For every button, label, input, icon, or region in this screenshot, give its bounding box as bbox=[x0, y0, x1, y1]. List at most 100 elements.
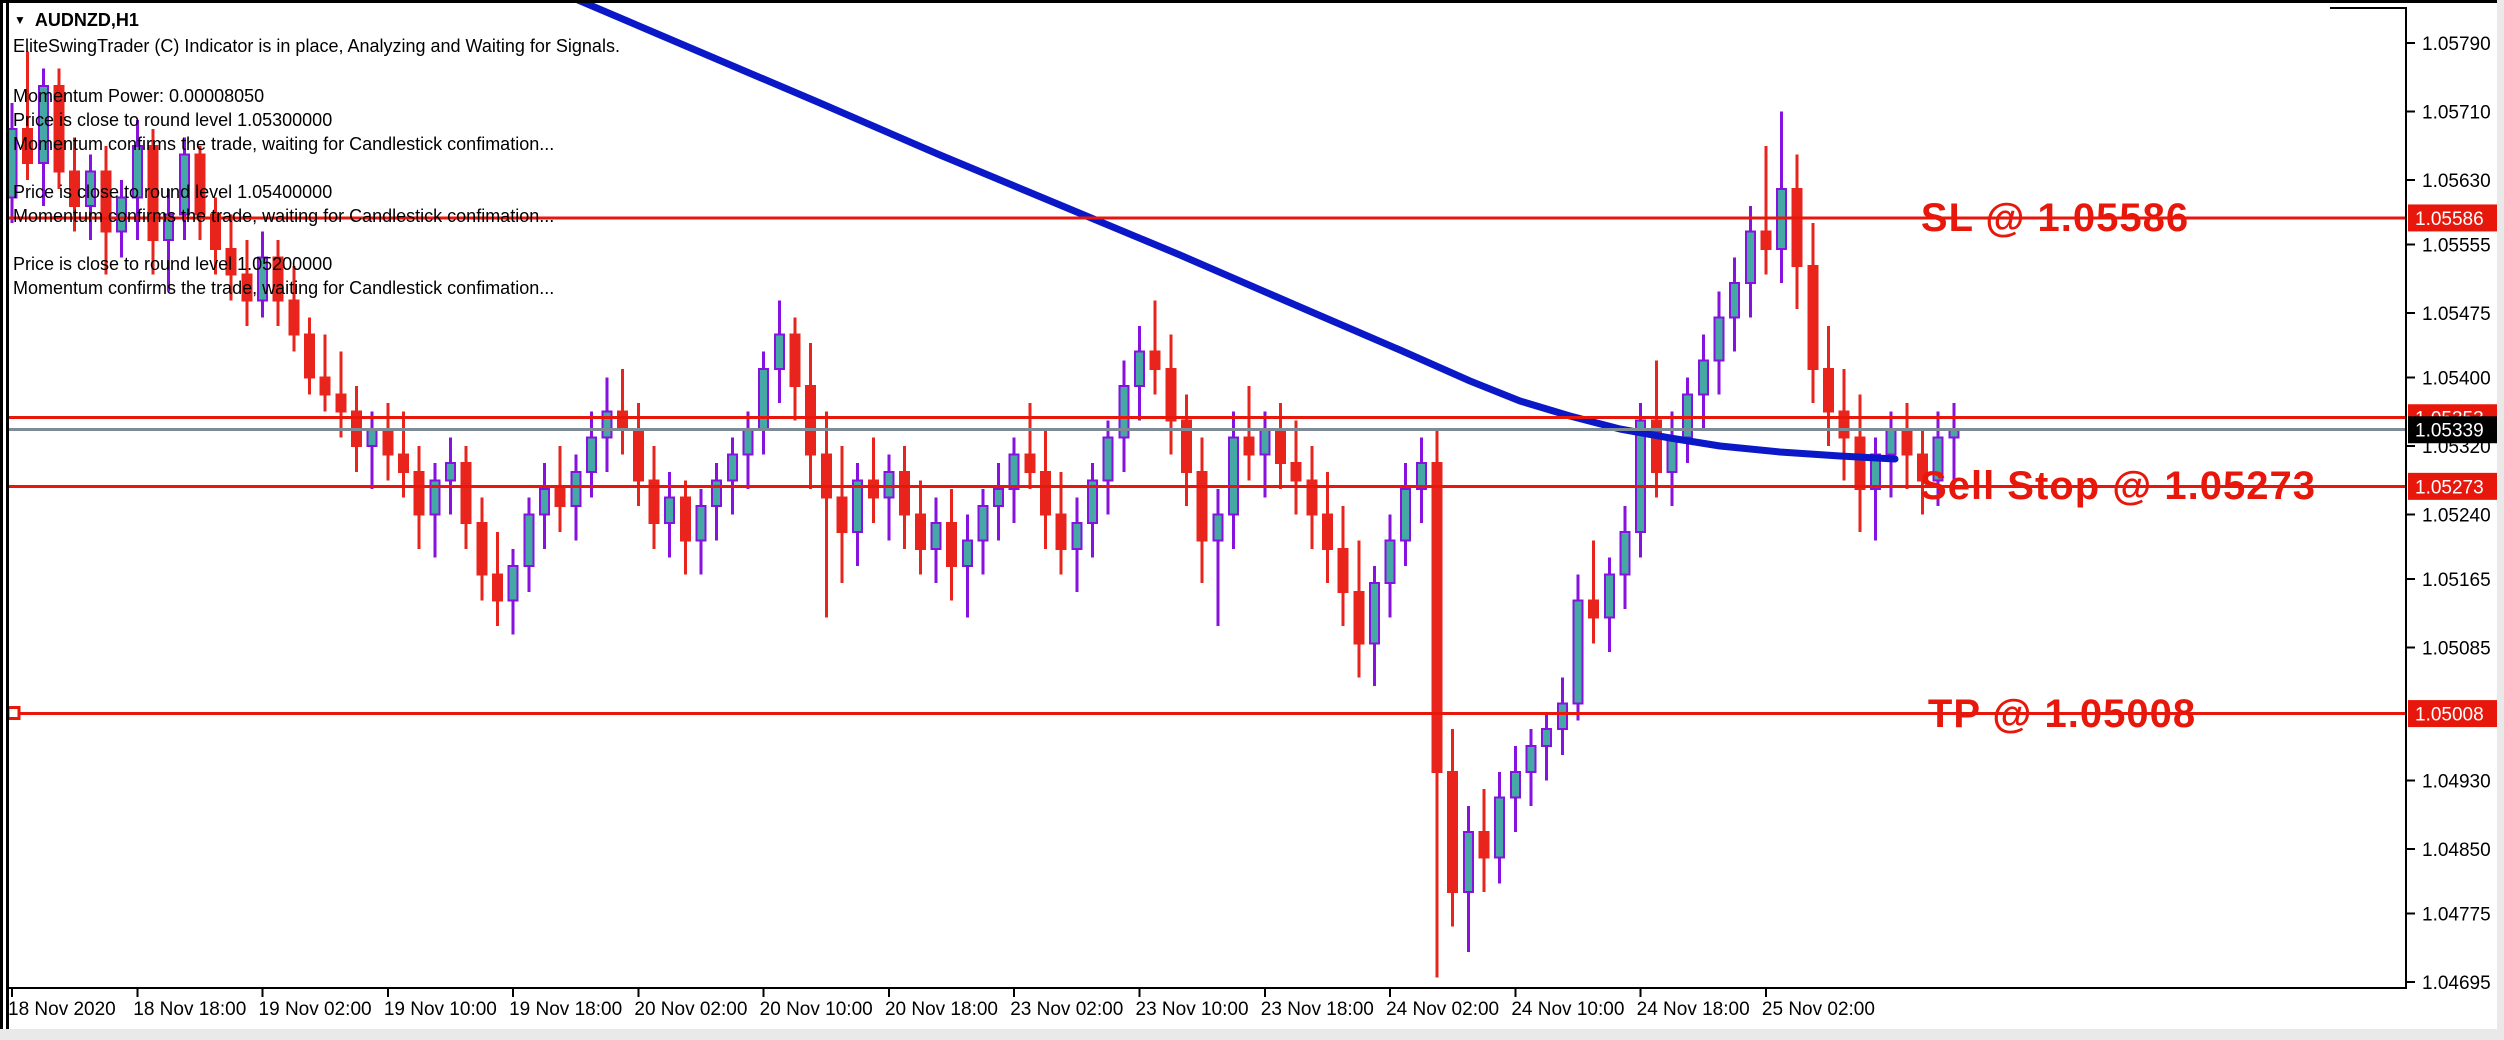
candle-body bbox=[742, 427, 754, 456]
candle-body bbox=[507, 565, 519, 602]
window-bottom-edge bbox=[0, 1029, 2504, 1040]
candle-body bbox=[914, 513, 926, 550]
candle-body bbox=[1901, 427, 1913, 456]
candle-body bbox=[1635, 419, 1647, 533]
price-tick-label: 1.05630 bbox=[2422, 171, 2491, 192]
candle-body bbox=[789, 333, 801, 388]
candle-body bbox=[116, 196, 128, 233]
candle-body bbox=[1087, 479, 1099, 525]
candle-body bbox=[1368, 582, 1380, 645]
time-axis-label: 23 Nov 10:00 bbox=[1136, 999, 1249, 1020]
sl-level-label[interactable]: SL @ 1.05586 bbox=[1920, 196, 2190, 240]
candle-body bbox=[977, 505, 989, 542]
candle-body bbox=[100, 170, 112, 233]
candle-body bbox=[1697, 359, 1709, 396]
price-badge-text: 1.05339 bbox=[2415, 421, 2484, 442]
candle-body bbox=[1400, 487, 1412, 542]
candle-body bbox=[711, 479, 723, 508]
candle-body bbox=[1181, 419, 1192, 473]
candle-body bbox=[163, 213, 175, 242]
candle-body bbox=[726, 453, 738, 482]
candle-body bbox=[194, 153, 206, 216]
candle-body bbox=[993, 487, 1005, 508]
price-tick-label: 1.05790 bbox=[2422, 34, 2491, 55]
candle-body bbox=[867, 479, 879, 499]
candle-body bbox=[1337, 547, 1349, 593]
indicator-message: Momentum confirms the trade, waiting for… bbox=[13, 278, 555, 298]
candle-body bbox=[1149, 350, 1161, 370]
candle-body bbox=[695, 505, 707, 542]
candle-body bbox=[1134, 350, 1146, 388]
indicator-message: Price is close to round level 1.05400000 bbox=[13, 182, 333, 202]
candle-body bbox=[1384, 539, 1396, 585]
candle-body bbox=[491, 573, 503, 602]
candle-body bbox=[288, 299, 300, 336]
candle-body bbox=[1212, 513, 1224, 542]
candle-body bbox=[1917, 453, 1929, 482]
window-left-border bbox=[0, 0, 3, 1040]
candle-body bbox=[1259, 427, 1271, 456]
time-axis-label: 19 Nov 10:00 bbox=[384, 999, 497, 1020]
candle-body bbox=[648, 479, 660, 525]
price-tick-label: 1.05085 bbox=[2422, 639, 2491, 660]
chart-left-border bbox=[6, 0, 9, 1040]
candle-body bbox=[241, 273, 253, 302]
candle-body bbox=[1478, 830, 1490, 859]
time-axis-label: 18 Nov 2020 bbox=[8, 999, 116, 1020]
time-axis-label: 23 Nov 02:00 bbox=[1010, 999, 1123, 1020]
candle-body bbox=[1572, 599, 1584, 705]
candle-body bbox=[1713, 316, 1725, 362]
tp-line-anchor[interactable] bbox=[6, 706, 21, 721]
time-axis-label: 20 Nov 18:00 bbox=[885, 999, 998, 1020]
price-badge-text: 1.05273 bbox=[2415, 477, 2484, 498]
candle-body bbox=[335, 393, 347, 413]
candle-body bbox=[585, 436, 597, 473]
symbol-dropdown-icon[interactable]: ▼ bbox=[14, 13, 26, 27]
price-tick-label: 1.05555 bbox=[2422, 236, 2491, 257]
candle-body bbox=[1588, 599, 1600, 619]
candle-body bbox=[460, 462, 472, 525]
candle-body bbox=[1854, 436, 1866, 490]
candle-body bbox=[413, 470, 425, 516]
candle-body bbox=[178, 153, 190, 216]
candle-body bbox=[53, 84, 65, 173]
candle-body bbox=[1196, 470, 1208, 542]
candle-body bbox=[84, 170, 96, 207]
candle-body bbox=[1807, 264, 1819, 370]
candle-body bbox=[1447, 770, 1459, 893]
candle-body bbox=[1462, 830, 1474, 893]
candle-body bbox=[1353, 590, 1365, 645]
symbol-title-label: AUDNZD,H1 bbox=[34, 10, 139, 30]
candle-body bbox=[1650, 419, 1662, 473]
candle-body bbox=[1290, 462, 1302, 482]
tp-level-label[interactable]: TP @ 1.05008 bbox=[1927, 692, 2197, 736]
candle-body bbox=[820, 453, 832, 499]
time-axis-label: 20 Nov 02:00 bbox=[634, 999, 747, 1020]
candle-body bbox=[570, 470, 582, 508]
candle-body bbox=[883, 470, 895, 499]
sell-stop-level-label[interactable]: Sell Stop @ 1.05273 bbox=[1920, 464, 2316, 508]
price-tick-label: 1.04695 bbox=[2422, 973, 2491, 994]
candle-body bbox=[1885, 427, 1897, 456]
candle-body bbox=[1321, 513, 1333, 550]
candle-body bbox=[257, 256, 269, 302]
candle-body bbox=[1008, 453, 1020, 490]
price-tick-label: 1.04775 bbox=[2422, 904, 2491, 925]
candle-body bbox=[1619, 530, 1631, 576]
candle-body bbox=[22, 127, 34, 165]
candle-body bbox=[1556, 702, 1568, 731]
time-axis-label: 23 Nov 18:00 bbox=[1261, 999, 1374, 1020]
candle-body bbox=[773, 333, 785, 370]
price-tick-label: 1.04930 bbox=[2422, 771, 2491, 792]
candle-body bbox=[632, 427, 644, 482]
time-axis-label: 20 Nov 10:00 bbox=[760, 999, 873, 1020]
candle-body bbox=[304, 333, 316, 379]
indicator-message: Momentum confirms the trade, waiting for… bbox=[13, 134, 555, 154]
symbol-title[interactable]: ▼ AUDNZD,H1 bbox=[14, 9, 139, 31]
time-axis-label: 24 Nov 18:00 bbox=[1637, 999, 1750, 1020]
candle-body bbox=[1791, 187, 1803, 267]
candles-series bbox=[6, 51, 1960, 978]
candle-body bbox=[617, 410, 629, 430]
candle-body bbox=[319, 376, 331, 396]
candle-body bbox=[523, 513, 535, 568]
